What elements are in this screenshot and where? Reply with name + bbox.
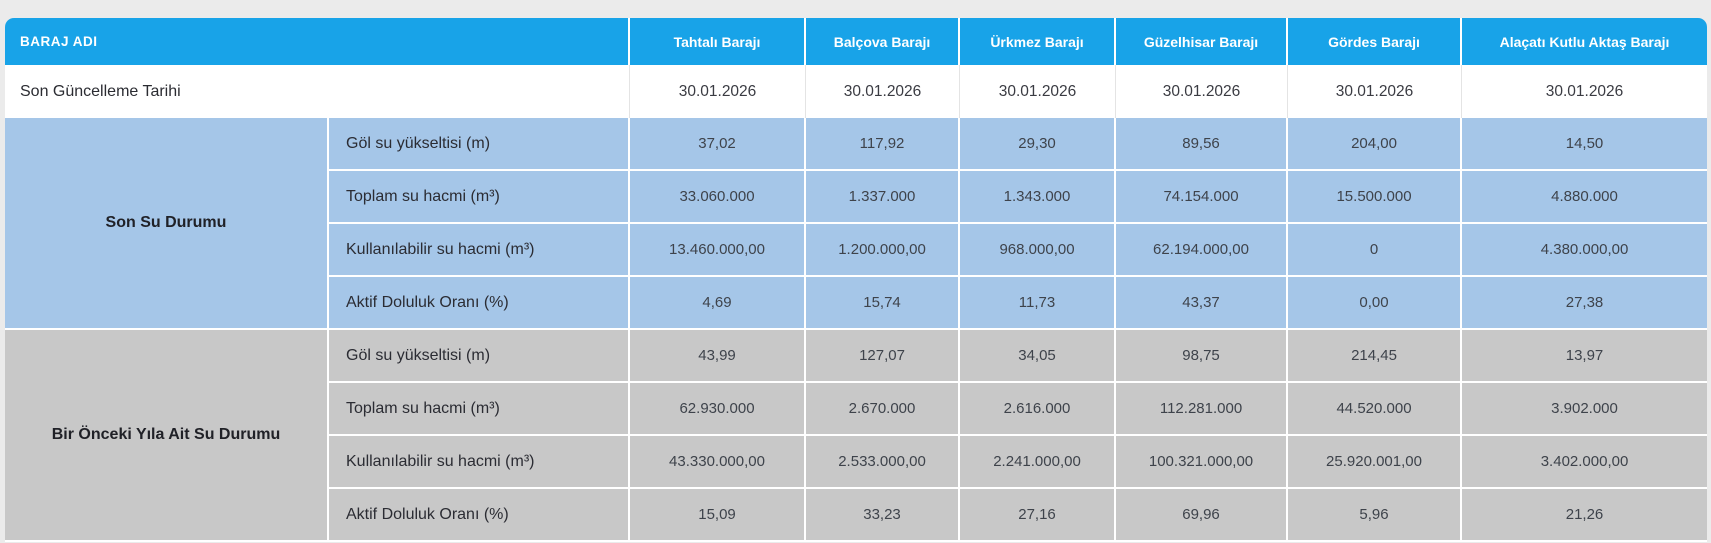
table-row: Toplam su hacmi (m³) 33.060.000 1.337.00… bbox=[5, 171, 1707, 224]
value-cell: 62.930.000 bbox=[630, 383, 807, 436]
value-cell: 117,92 bbox=[806, 118, 961, 171]
table-row: Bir Önceki Yıla Ait Su Durumu Göl su yük… bbox=[5, 330, 1707, 542]
value-cell: 34,05 bbox=[960, 330, 1117, 383]
value-cell: 43,99 bbox=[630, 330, 807, 383]
value-cell: 27,16 bbox=[960, 489, 1117, 542]
value-cell: 62.194.000,00 bbox=[1116, 224, 1289, 277]
table-row: Kullanılabilir su hacmi (m³) 13.460.000,… bbox=[5, 224, 1707, 277]
value-cell: 15,74 bbox=[806, 277, 961, 330]
column-header-baraj-adi: BARAJ ADI bbox=[5, 18, 631, 65]
value-cell: 1.343.000 bbox=[960, 171, 1117, 224]
column-header-dam: Ürkmez Barajı bbox=[960, 18, 1117, 65]
value-cell: 27,38 bbox=[1462, 277, 1707, 330]
row-label: Göl su yükseltisi (m) bbox=[329, 330, 631, 383]
value-cell: 44.520.000 bbox=[1288, 383, 1463, 436]
value-cell: 2.616.000 bbox=[960, 383, 1117, 436]
value-cell: 15,09 bbox=[630, 489, 807, 542]
value-cell: 3.902.000 bbox=[1462, 383, 1707, 436]
value-cell: 100.321.000,00 bbox=[1116, 436, 1289, 489]
last-update-date: 30.01.2026 bbox=[1462, 65, 1707, 118]
last-update-date: 30.01.2026 bbox=[960, 65, 1117, 118]
value-cell: 2.670.000 bbox=[806, 383, 961, 436]
value-cell: 37,02 bbox=[630, 118, 807, 171]
column-header-dam: Güzelhisar Barajı bbox=[1116, 18, 1289, 65]
value-cell: 0 bbox=[1288, 224, 1463, 277]
value-cell: 0,00 bbox=[1288, 277, 1463, 330]
last-update-label: Son Güncelleme Tarihi bbox=[5, 65, 631, 118]
value-cell: 89,56 bbox=[1116, 118, 1289, 171]
value-cell: 1.337.000 bbox=[806, 171, 961, 224]
value-cell: 25.920.001,00 bbox=[1288, 436, 1463, 489]
last-update-date: 30.01.2026 bbox=[1116, 65, 1289, 118]
table-row: Kullanılabilir su hacmi (m³) 43.330.000,… bbox=[5, 436, 1707, 489]
value-cell: 43.330.000,00 bbox=[630, 436, 807, 489]
value-cell: 968.000,00 bbox=[960, 224, 1117, 277]
value-cell: 33,23 bbox=[806, 489, 961, 542]
column-header-dam: Alaçatı Kutlu Aktaş Barajı bbox=[1462, 18, 1707, 65]
row-label: Aktif Doluluk Oranı (%) bbox=[329, 489, 631, 542]
table-row: Aktif Doluluk Oranı (%) 15,09 33,23 27,1… bbox=[5, 489, 1707, 542]
value-cell: 3.402.000,00 bbox=[1462, 436, 1707, 489]
value-cell: 74.154.000 bbox=[1116, 171, 1289, 224]
table-header-row: BARAJ ADI Tahtalı Barajı Balçova Barajı … bbox=[5, 18, 1707, 65]
section-title-current: Son Su Durumu bbox=[5, 118, 329, 330]
value-cell: 214,45 bbox=[1288, 330, 1463, 383]
value-cell: 98,75 bbox=[1116, 330, 1289, 383]
section-title-previous-year: Bir Önceki Yıla Ait Su Durumu bbox=[5, 330, 329, 542]
value-cell: 2.241.000,00 bbox=[960, 436, 1117, 489]
last-update-row: Son Güncelleme Tarihi 30.01.2026 30.01.2… bbox=[5, 65, 1707, 118]
value-cell: 69,96 bbox=[1116, 489, 1289, 542]
last-update-date: 30.01.2026 bbox=[1288, 65, 1463, 118]
value-cell: 14,50 bbox=[1462, 118, 1707, 171]
column-header-dam: Gördes Barajı bbox=[1288, 18, 1463, 65]
value-cell: 204,00 bbox=[1288, 118, 1463, 171]
value-cell: 5,96 bbox=[1288, 489, 1463, 542]
table-row: Toplam su hacmi (m³) 62.930.000 2.670.00… bbox=[5, 383, 1707, 436]
value-cell: 15.500.000 bbox=[1288, 171, 1463, 224]
last-update-date: 30.01.2026 bbox=[630, 65, 807, 118]
row-label: Göl su yükseltisi (m) bbox=[329, 118, 631, 171]
value-cell: 21,26 bbox=[1462, 489, 1707, 542]
last-update-date: 30.01.2026 bbox=[806, 65, 961, 118]
value-cell: 43,37 bbox=[1116, 277, 1289, 330]
row-label: Toplam su hacmi (m³) bbox=[329, 171, 631, 224]
value-cell: 11,73 bbox=[960, 277, 1117, 330]
value-cell: 4,69 bbox=[630, 277, 807, 330]
value-cell: 4.880.000 bbox=[1462, 171, 1707, 224]
value-cell: 33.060.000 bbox=[630, 171, 807, 224]
value-cell: 112.281.000 bbox=[1116, 383, 1289, 436]
dam-table: BARAJ ADI Tahtalı Barajı Balçova Barajı … bbox=[5, 18, 1707, 542]
dam-status-table: BARAJ ADI Tahtalı Barajı Balçova Barajı … bbox=[5, 18, 1707, 542]
row-label: Aktif Doluluk Oranı (%) bbox=[329, 277, 631, 330]
value-cell: 127,07 bbox=[806, 330, 961, 383]
column-header-dam: Balçova Barajı bbox=[806, 18, 961, 65]
value-cell: 1.200.000,00 bbox=[806, 224, 961, 277]
value-cell: 2.533.000,00 bbox=[806, 436, 961, 489]
row-label: Toplam su hacmi (m³) bbox=[329, 383, 631, 436]
table-row: Son Su Durumu Göl su yükseltisi (m) 37,0… bbox=[5, 118, 1707, 330]
row-label: Kullanılabilir su hacmi (m³) bbox=[329, 436, 631, 489]
value-cell: 4.380.000,00 bbox=[1462, 224, 1707, 277]
value-cell: 13,97 bbox=[1462, 330, 1707, 383]
column-header-dam: Tahtalı Barajı bbox=[630, 18, 807, 65]
row-label: Kullanılabilir su hacmi (m³) bbox=[329, 224, 631, 277]
table-row: Aktif Doluluk Oranı (%) 4,69 15,74 11,73… bbox=[5, 277, 1707, 330]
value-cell: 13.460.000,00 bbox=[630, 224, 807, 277]
value-cell: 29,30 bbox=[960, 118, 1117, 171]
